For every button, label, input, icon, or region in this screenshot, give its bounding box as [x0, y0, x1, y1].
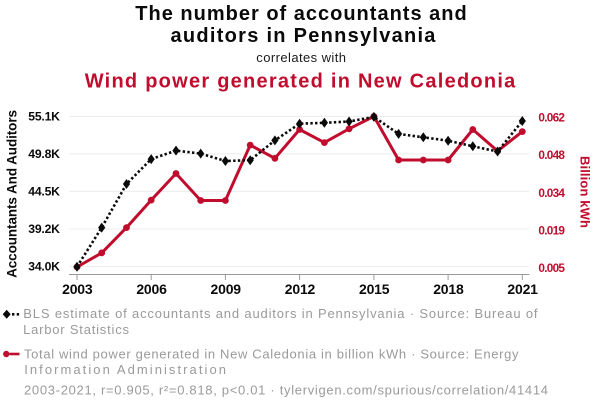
svg-text:Wind power generated in New Ca: Wind power generated in New Caledonia: [85, 70, 517, 92]
svg-text:49.8K: 49.8K: [28, 147, 60, 161]
svg-text:0.048: 0.048: [538, 148, 565, 162]
svg-text:correlates with: correlates with: [256, 50, 346, 65]
svg-text:2021: 2021: [507, 281, 538, 297]
svg-text:34.0K: 34.0K: [28, 260, 60, 274]
svg-text:0.034: 0.034: [538, 186, 565, 200]
svg-text:The number of accountants and: The number of accountants and: [135, 3, 467, 25]
svg-text:2012: 2012: [285, 281, 316, 297]
svg-text:auditors in Pennsylvania: auditors in Pennsylvania: [171, 25, 437, 47]
svg-text:Larbor Statistics: Larbor Statistics: [23, 322, 130, 337]
svg-text:Billion kWh: Billion kWh: [578, 156, 593, 228]
svg-text:39.2K: 39.2K: [28, 222, 60, 236]
svg-text:Information Administration: Information Administration: [24, 362, 228, 377]
svg-text:2003-2021, r=0.905, r²=0.818,: 2003-2021, r=0.905, r²=0.818, p<0.01 · t…: [24, 383, 549, 398]
svg-text:Total wind power generated in: Total wind power generated in New Caledo…: [24, 347, 519, 362]
svg-text:0.005: 0.005: [538, 261, 565, 275]
svg-text:2003: 2003: [62, 281, 93, 297]
svg-text:Accountants And Auditors: Accountants And Auditors: [5, 110, 20, 278]
svg-text:BLS estimate of accountants an: BLS estimate of accountants and auditors…: [23, 306, 538, 321]
svg-text:0.019: 0.019: [538, 223, 565, 237]
svg-text:0.062: 0.062: [538, 111, 565, 125]
svg-text:2018: 2018: [433, 281, 464, 297]
svg-text:44.5K: 44.5K: [28, 185, 60, 199]
svg-text:2015: 2015: [359, 281, 390, 297]
svg-text:2009: 2009: [211, 281, 242, 297]
svg-text:55.1K: 55.1K: [28, 110, 60, 124]
svg-text:2006: 2006: [136, 281, 167, 297]
